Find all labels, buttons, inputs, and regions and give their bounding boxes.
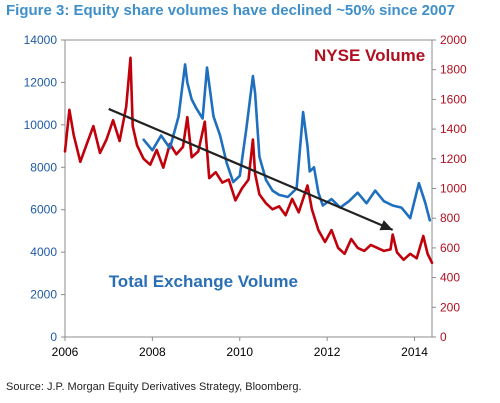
- annotation-layer: NYSE Volume Total Exchange Volume: [109, 46, 426, 291]
- right-axis-tick-label: 800: [440, 211, 460, 225]
- right-axis-tick-label: 1800: [440, 63, 467, 77]
- total-exchange-volume-label: Total Exchange Volume: [109, 272, 298, 291]
- left-axis-group: 0 2000 4000 6000 8000 10000 12000 14000: [24, 33, 65, 344]
- x-axis-tick-label: 2014: [401, 345, 428, 359]
- left-axis-tick-label: 4000: [30, 245, 57, 259]
- right-axis-tick-label: 400: [440, 271, 460, 285]
- nyse-volume-label: NYSE Volume: [314, 46, 425, 65]
- left-axis-tick-label: 14000: [24, 33, 58, 47]
- right-axis-tick-label: 200: [440, 300, 460, 314]
- right-axis-tick-label: 1200: [440, 152, 467, 166]
- plot-area-frame: [64, 39, 433, 338]
- right-axis-tick-label: 600: [440, 241, 460, 255]
- x-axis-tick-label: 2006: [52, 345, 79, 359]
- source-note: Source: J.P. Morgan Equity Derivatives S…: [6, 381, 302, 393]
- right-axis-tick-label: 0: [440, 330, 447, 344]
- total-exchange-volume-line: [142, 63, 432, 222]
- right-axis-group: 0 200 400 600 800 1000 1200 1400 1600 1800 2000: [432, 33, 467, 344]
- trend-arrow-layer: [108, 107, 394, 231]
- x-axis-tick-label: 2008: [139, 345, 166, 359]
- figure-title: Figure 3: Equity share volumes have decl…: [6, 2, 455, 19]
- right-axis-tick-label: 1600: [440, 92, 467, 106]
- right-axis-tick-label: 1000: [440, 182, 467, 196]
- x-axis-tick-label: 2010: [226, 345, 253, 359]
- left-axis-tick-label: 0: [50, 330, 57, 344]
- right-axis-tick-label: 2000: [440, 33, 467, 47]
- trend-arrow-shaft: [108, 107, 394, 231]
- series-layer: [63, 56, 434, 265]
- trend-arrow-head: [379, 220, 393, 231]
- right-axis-tick-label: 1400: [440, 122, 467, 136]
- x-axis-group: 2006 2008 2010 2012 2014: [52, 337, 428, 359]
- left-axis-tick-label: 2000: [30, 288, 57, 302]
- x-axis-tick-label: 2012: [314, 345, 341, 359]
- left-axis-tick-label: 10000: [24, 118, 58, 132]
- left-axis-tick-label: 12000: [24, 75, 58, 89]
- nyse-volume-line: [63, 56, 434, 265]
- left-axis-tick-label: 6000: [30, 203, 57, 217]
- left-axis-tick-label: 8000: [30, 160, 57, 174]
